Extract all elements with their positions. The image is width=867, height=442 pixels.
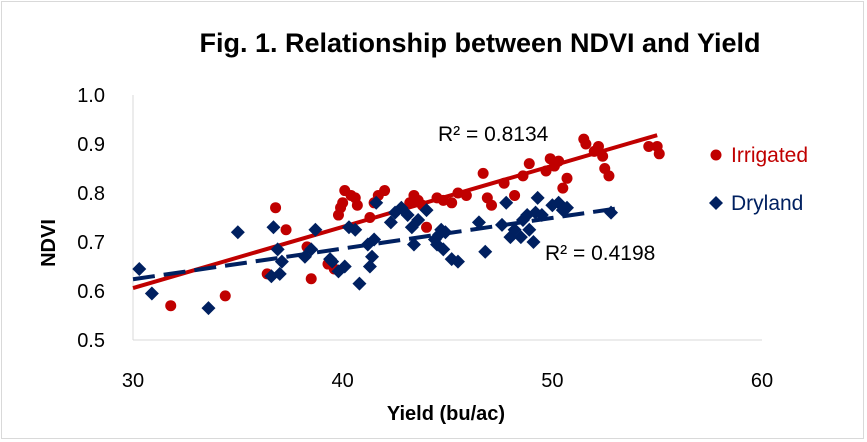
data-point-dryland	[270, 242, 285, 257]
data-point-irrigated	[270, 202, 282, 214]
chart-title: Fig. 1. Relationship between NDVI and Yi…	[199, 28, 760, 58]
data-point-dryland	[471, 215, 486, 230]
data-point-irrigated	[561, 172, 573, 184]
data-point-dryland	[560, 200, 575, 215]
data-point-irrigated	[446, 197, 458, 209]
legend: Irrigated Dryland	[709, 144, 808, 215]
data-point-dryland	[400, 208, 415, 223]
data-point-irrigated	[452, 187, 464, 199]
y-tick-label: 0.8	[77, 183, 105, 205]
data-point-irrigated	[379, 185, 391, 197]
data-point-dryland	[478, 244, 493, 259]
legend-label-dryland: Dryland	[731, 192, 803, 215]
data-point-dryland	[503, 230, 518, 245]
data-point-irrigated	[305, 273, 317, 285]
data-point-dryland	[534, 208, 549, 223]
data-point-irrigated	[460, 189, 472, 201]
x-axis-title: Yield (bu/ac)	[387, 403, 505, 425]
x-tick-label: 40	[332, 370, 354, 392]
data-point-dryland	[411, 212, 426, 227]
data-point-irrigated	[553, 155, 565, 167]
data-point-irrigated	[280, 224, 292, 236]
data-point-irrigated	[477, 167, 489, 179]
data-point-dryland	[450, 254, 465, 269]
data-point-dryland	[274, 254, 289, 269]
data-point-irrigated	[351, 199, 363, 211]
legend-marker-irrigated	[710, 149, 722, 161]
data-point-irrigated	[643, 140, 655, 152]
data-point-irrigated	[165, 300, 177, 312]
data-point-dryland	[308, 222, 323, 237]
y-axis-title: NDVI	[38, 219, 60, 267]
data-point-dryland	[352, 276, 367, 291]
legend-label-irrigated: Irrigated	[731, 144, 808, 167]
y-tick-label: 0.7	[77, 232, 105, 254]
y-tick-label: 0.9	[77, 134, 105, 156]
data-point-dryland	[144, 286, 159, 301]
data-point-dryland	[495, 217, 510, 232]
data-point-dryland	[266, 220, 281, 235]
data-point-irrigated	[580, 138, 592, 150]
data-point-dryland	[272, 266, 287, 281]
data-point-dryland	[132, 261, 147, 276]
data-point-dryland	[348, 222, 363, 237]
data-point-irrigated	[364, 212, 376, 223]
data-point-dryland	[436, 242, 451, 257]
data-point-dryland	[499, 195, 514, 210]
data-point-dryland	[230, 225, 245, 240]
data-point-irrigated	[523, 158, 535, 170]
data-point-dryland	[419, 203, 434, 218]
data-point-irrigated	[486, 199, 498, 211]
data-point-dryland	[526, 235, 541, 249]
data-point-dryland	[438, 225, 453, 240]
y-tick-label: 0.6	[77, 281, 105, 303]
data-point-irrigated	[597, 150, 609, 162]
legend-marker-dryland	[709, 196, 723, 210]
data-point-dryland	[297, 249, 312, 264]
data-point-dryland	[304, 242, 319, 257]
plot-area: 0.5 0.6 0.7 0.8 0.9 1.0 30 40 50 60 R² = 0.8134 R² …	[77, 85, 773, 392]
data-point-irrigated	[509, 189, 521, 201]
data-point-irrigated	[592, 140, 604, 152]
x-tick-label: 60	[751, 370, 773, 392]
r-squared-label-irrigated: R² = 0.8134	[438, 123, 549, 146]
data-point-irrigated	[540, 165, 552, 177]
data-point-irrigated	[219, 290, 231, 302]
data-point-dryland	[367, 232, 382, 247]
data-point-irrigated	[517, 170, 529, 182]
data-point-dryland	[365, 249, 380, 264]
y-tick-label: 1.0	[77, 85, 105, 107]
data-point-dryland	[406, 237, 421, 252]
data-point-dryland	[530, 190, 545, 205]
data-point-irrigated	[421, 221, 433, 233]
trendline-dryland	[132, 206, 616, 282]
data-point-dryland	[522, 222, 537, 237]
data-point-dryland	[201, 301, 216, 316]
data-point-dryland	[513, 230, 528, 245]
data-point-irrigated	[437, 194, 449, 206]
x-tick-label: 50	[541, 370, 563, 392]
data-point-dryland	[604, 205, 619, 220]
data-point-irrigated	[337, 197, 349, 209]
data-point-irrigated	[557, 182, 569, 194]
data-point-dryland	[369, 195, 384, 210]
data-point-irrigated	[653, 148, 665, 160]
y-tick-label: 0.5	[77, 330, 105, 352]
r-squared-label-dryland: R² = 0.4198	[545, 242, 655, 265]
x-tick-label: 30	[122, 370, 144, 392]
data-point-dryland	[362, 259, 377, 274]
data-point-dryland	[325, 254, 340, 269]
data-point-dryland	[337, 259, 352, 274]
data-point-irrigated	[498, 177, 510, 189]
data-point-irrigated	[599, 163, 611, 174]
